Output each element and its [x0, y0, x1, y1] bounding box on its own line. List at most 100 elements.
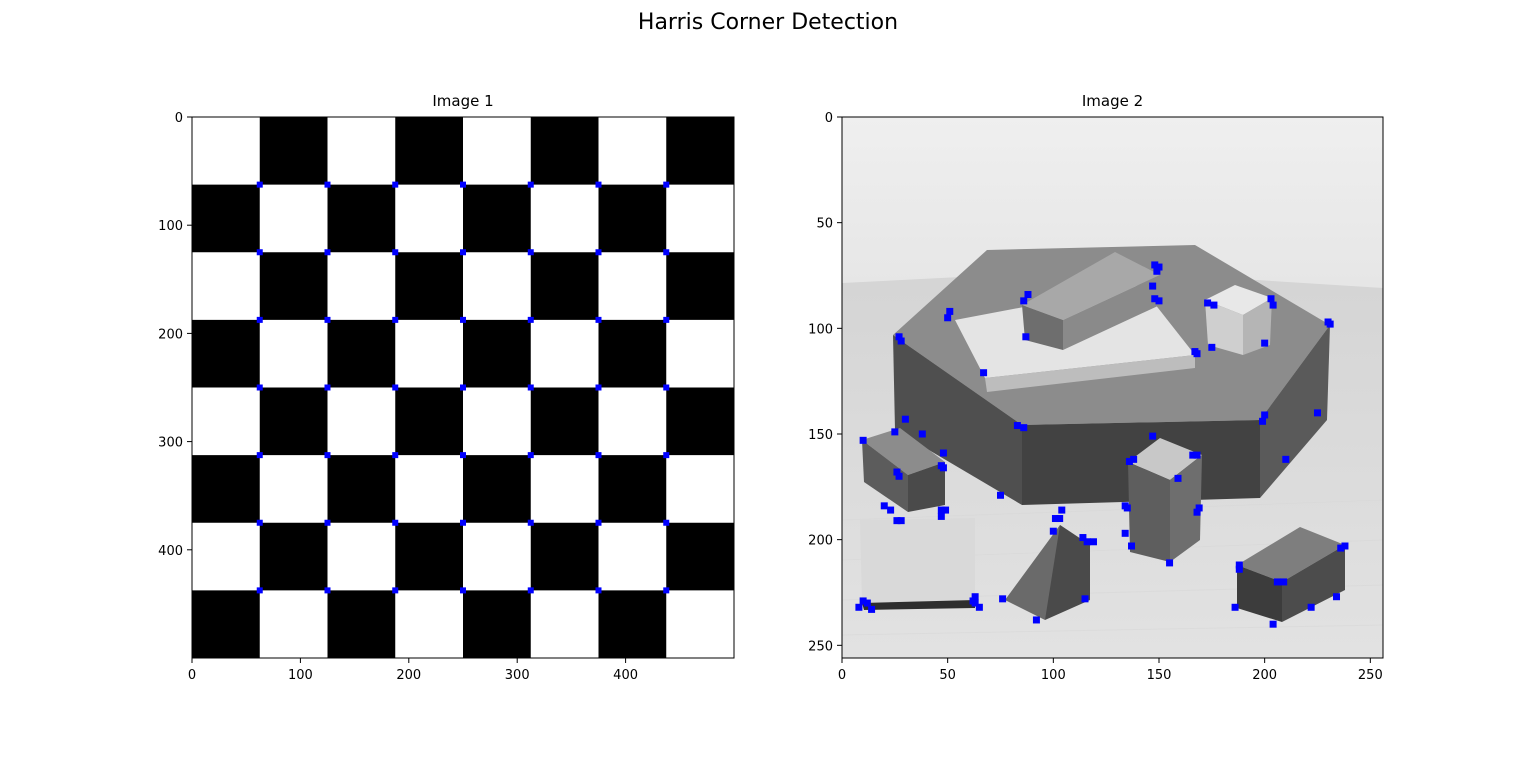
image-2-y-tick-label: 200 [808, 534, 833, 549]
checker-square-white [259, 184, 328, 253]
corner-marker [1024, 291, 1032, 299]
corner-marker [937, 512, 945, 520]
checker-square-black [598, 319, 667, 388]
corner-marker [895, 333, 903, 341]
corner-marker [1261, 339, 1269, 347]
checker-square-black [666, 117, 734, 186]
checker-square-black [598, 455, 667, 524]
corner-marker [1125, 457, 1133, 465]
corner-marker [663, 587, 670, 594]
corner-marker [324, 181, 331, 188]
checker-square-black [395, 522, 464, 591]
corner-marker [1204, 299, 1212, 307]
corner-marker [1193, 508, 1201, 516]
corner-marker [460, 587, 466, 594]
corner-marker [897, 337, 905, 345]
image-2-x-tick-label: 150 [1147, 668, 1172, 683]
corner-marker [897, 517, 905, 525]
image-1-corner-markers [256, 181, 670, 594]
corner-marker [1267, 295, 1275, 303]
image-2-y-tick-label: 250 [808, 639, 833, 654]
corner-marker [939, 449, 947, 457]
corner-marker [1193, 350, 1201, 358]
corner-marker [1020, 424, 1028, 432]
corner-marker [855, 603, 863, 611]
image-2-frame [841, 116, 1384, 659]
corner-marker [1151, 261, 1159, 269]
corner-marker [256, 181, 263, 188]
corner-marker [939, 464, 947, 472]
corner-marker [1231, 603, 1239, 611]
corner-marker [460, 249, 466, 256]
checker-square-white [395, 319, 464, 388]
corner-marker [324, 384, 331, 391]
corner-marker [1128, 542, 1136, 550]
corner-marker [918, 430, 926, 438]
corner-marker [256, 316, 263, 323]
checker-square-black [395, 252, 464, 321]
image-2-x-tick-label: 50 [939, 668, 956, 683]
corner-marker [324, 519, 331, 526]
checker-square-black [192, 184, 261, 253]
checker-square-black [395, 387, 464, 456]
corner-marker [527, 249, 534, 256]
corner-marker [859, 436, 867, 444]
corner-marker [663, 384, 670, 391]
top-block-left [1022, 305, 1063, 350]
corner-marker [1235, 565, 1243, 573]
corner-marker [663, 519, 670, 526]
corner-marker [392, 587, 399, 594]
corner-marker [1151, 295, 1159, 303]
corner-marker [1259, 417, 1267, 425]
checker-square-black [598, 184, 667, 253]
corner-marker [256, 519, 263, 526]
image-1-x-tick-label: 300 [505, 668, 530, 683]
corner-marker [1130, 455, 1138, 463]
checkerboard-image [192, 117, 734, 658]
corner-marker [880, 502, 888, 510]
image-1-y-tick-label: 200 [158, 327, 183, 342]
tall-block-left [1128, 462, 1170, 562]
checker-square-white [192, 252, 261, 321]
corner-marker [1020, 297, 1028, 305]
corner-marker [996, 491, 1004, 499]
image-2-x-tick-label: 0 [838, 668, 846, 683]
checker-square-white [598, 252, 667, 321]
checker-square-black [530, 387, 599, 456]
checker-square-black [463, 590, 532, 658]
corner-marker [1282, 455, 1290, 463]
corner-marker [1149, 432, 1157, 440]
checker-square-black [259, 252, 328, 321]
corner-marker [460, 452, 466, 459]
corner-marker [324, 316, 331, 323]
corner-marker [946, 307, 954, 315]
corner-marker [324, 587, 331, 594]
checker-square-white [327, 387, 396, 456]
corner-marker [895, 472, 903, 480]
corner-marker [595, 452, 602, 459]
corner-marker [1051, 515, 1059, 523]
base-block-left-face [893, 335, 1022, 505]
checker-square-white [530, 184, 599, 253]
corner-marker [595, 519, 602, 526]
corner-marker [460, 181, 466, 188]
corner-marker [891, 428, 899, 436]
corner-marker [971, 599, 979, 607]
checker-square-black [395, 117, 464, 186]
corner-marker [1210, 301, 1218, 309]
corner-marker [663, 181, 670, 188]
corner-marker [1337, 544, 1345, 552]
figure-title: Harris Corner Detection [637, 10, 899, 35]
checker-square-black [666, 252, 734, 321]
checker-square-white [530, 455, 599, 524]
corner-marker [595, 587, 602, 594]
checker-square-white [666, 590, 734, 658]
corner-marker [1153, 267, 1161, 275]
image-2-y-tick-label: 50 [816, 217, 833, 232]
corner-marker [1123, 504, 1131, 512]
corner-marker [256, 452, 263, 459]
checker-square-black [463, 184, 532, 253]
checker-square-white [463, 117, 532, 186]
small-cube-front [908, 462, 945, 512]
